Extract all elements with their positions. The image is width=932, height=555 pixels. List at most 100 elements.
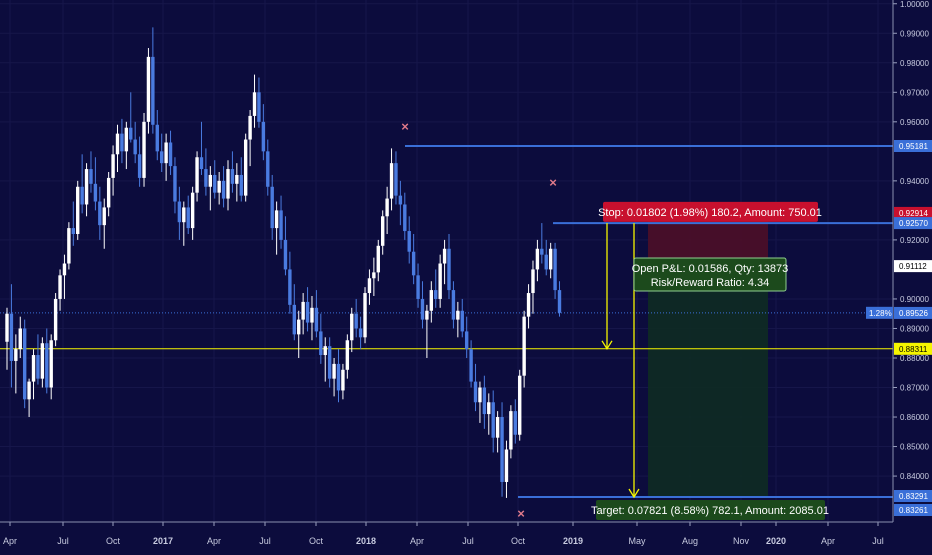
- candle-body: [319, 331, 323, 356]
- candle-body: [301, 301, 305, 320]
- y-tick-label: 0.87000: [900, 384, 929, 393]
- y-tick-label: 0.86000: [900, 413, 929, 422]
- x-tick-label: 2017: [153, 536, 173, 546]
- candle-body: [40, 343, 45, 379]
- stop-label-box: [603, 201, 818, 222]
- candle-body: [168, 142, 173, 167]
- candle-body: [372, 272, 376, 279]
- candle-body: [49, 340, 53, 388]
- candle-body: [217, 180, 221, 193]
- candle-body: [288, 269, 292, 305]
- candle-body: [482, 387, 487, 415]
- candle-body: [221, 180, 226, 199]
- candle-body: [447, 248, 451, 291]
- x-tick-label: Oct: [106, 536, 121, 546]
- y-tick-label: 0.89000: [900, 324, 929, 333]
- candle-body: [58, 275, 62, 299]
- x-tick-label: May: [628, 536, 646, 546]
- candle-body: [45, 343, 49, 388]
- candle-body: [204, 169, 208, 187]
- candle-body: [76, 186, 80, 235]
- candle-body: [535, 248, 540, 270]
- candle-body: [142, 121, 146, 178]
- price-label-text: 0.89526: [899, 309, 928, 318]
- candle-body: [354, 313, 358, 329]
- candle-body: [411, 251, 416, 276]
- candle-body: [429, 290, 434, 311]
- candle-body: [9, 313, 14, 361]
- candle-body: [487, 402, 491, 415]
- target-zone[interactable]: [648, 266, 768, 497]
- y-tick-label: 0.96000: [900, 118, 929, 127]
- candle-body: [553, 248, 557, 291]
- candle-body: [336, 363, 341, 391]
- candle-body: [22, 328, 27, 400]
- candle-body: [84, 169, 89, 205]
- x-tick-label: Oct: [309, 536, 324, 546]
- candle-body: [31, 355, 36, 382]
- candle-body: [548, 248, 553, 270]
- candle-body: [120, 133, 124, 152]
- x-tick-label: Jul: [259, 536, 271, 546]
- y-tick-label: 0.98000: [900, 59, 929, 68]
- candle-body: [102, 207, 106, 226]
- price-label-text: 0.83261: [899, 506, 928, 515]
- candle-body: [71, 228, 75, 235]
- y-tick-label: 0.88000: [900, 354, 929, 363]
- candle-body: [500, 417, 504, 482]
- candle-body: [195, 157, 199, 193]
- x-tick-label: Jul: [462, 536, 474, 546]
- open-pnl-box: [633, 257, 787, 292]
- price-label-box: [894, 217, 932, 230]
- candle-body: [544, 254, 548, 270]
- candle-body: [398, 195, 403, 205]
- y-tick-label: 0.92000: [900, 236, 929, 245]
- candle-body: [213, 174, 217, 193]
- x-tick-label: Nov: [733, 536, 750, 546]
- x-tick-label: Apr: [821, 536, 835, 546]
- candle-body: [403, 204, 407, 232]
- x-tick-label: 2020: [766, 536, 786, 546]
- candle-body: [394, 163, 398, 196]
- candle-body: [266, 151, 270, 187]
- candle-body: [261, 121, 266, 152]
- candle-body: [451, 290, 456, 320]
- candle-body: [164, 142, 168, 164]
- candle-body: [36, 355, 40, 379]
- candle-body: [137, 154, 142, 178]
- candle-body: [469, 349, 473, 382]
- projection-arrow-2-head: [628, 488, 640, 499]
- price-label-text: 0.91112: [899, 262, 927, 271]
- pivot-x-marker: ×: [517, 506, 525, 521]
- candle-body: [160, 151, 164, 164]
- candle-body: [190, 192, 195, 229]
- candle-body: [111, 154, 115, 178]
- candle-body: [270, 186, 274, 229]
- candle-body: [151, 56, 155, 125]
- candle-body: [478, 387, 482, 403]
- candle-body: [27, 381, 31, 400]
- candle-body: [129, 127, 133, 140]
- candle-body: [235, 174, 239, 184]
- x-tick-label: Oct: [511, 536, 526, 546]
- candle-body: [297, 319, 301, 335]
- candle-body: [146, 56, 151, 122]
- price-label-box: [894, 306, 932, 319]
- candle-body: [226, 169, 230, 199]
- y-tick-label: 0.90000: [900, 295, 929, 304]
- candle-body: [182, 207, 186, 223]
- candle-body: [93, 183, 98, 202]
- candle-body: [106, 177, 111, 208]
- risk-reward-text: Risk/Reward Ratio: 4.34: [651, 277, 770, 289]
- candle-body: [80, 186, 84, 205]
- pivot-x-marker: ×: [401, 119, 409, 134]
- candle-body: [124, 127, 129, 152]
- candle-body: [230, 169, 235, 184]
- candle-body: [133, 139, 137, 155]
- candle-body: [526, 293, 531, 317]
- candle-body: [292, 304, 296, 335]
- candle-body: [442, 248, 447, 264]
- x-tick-label: Jul: [872, 536, 884, 546]
